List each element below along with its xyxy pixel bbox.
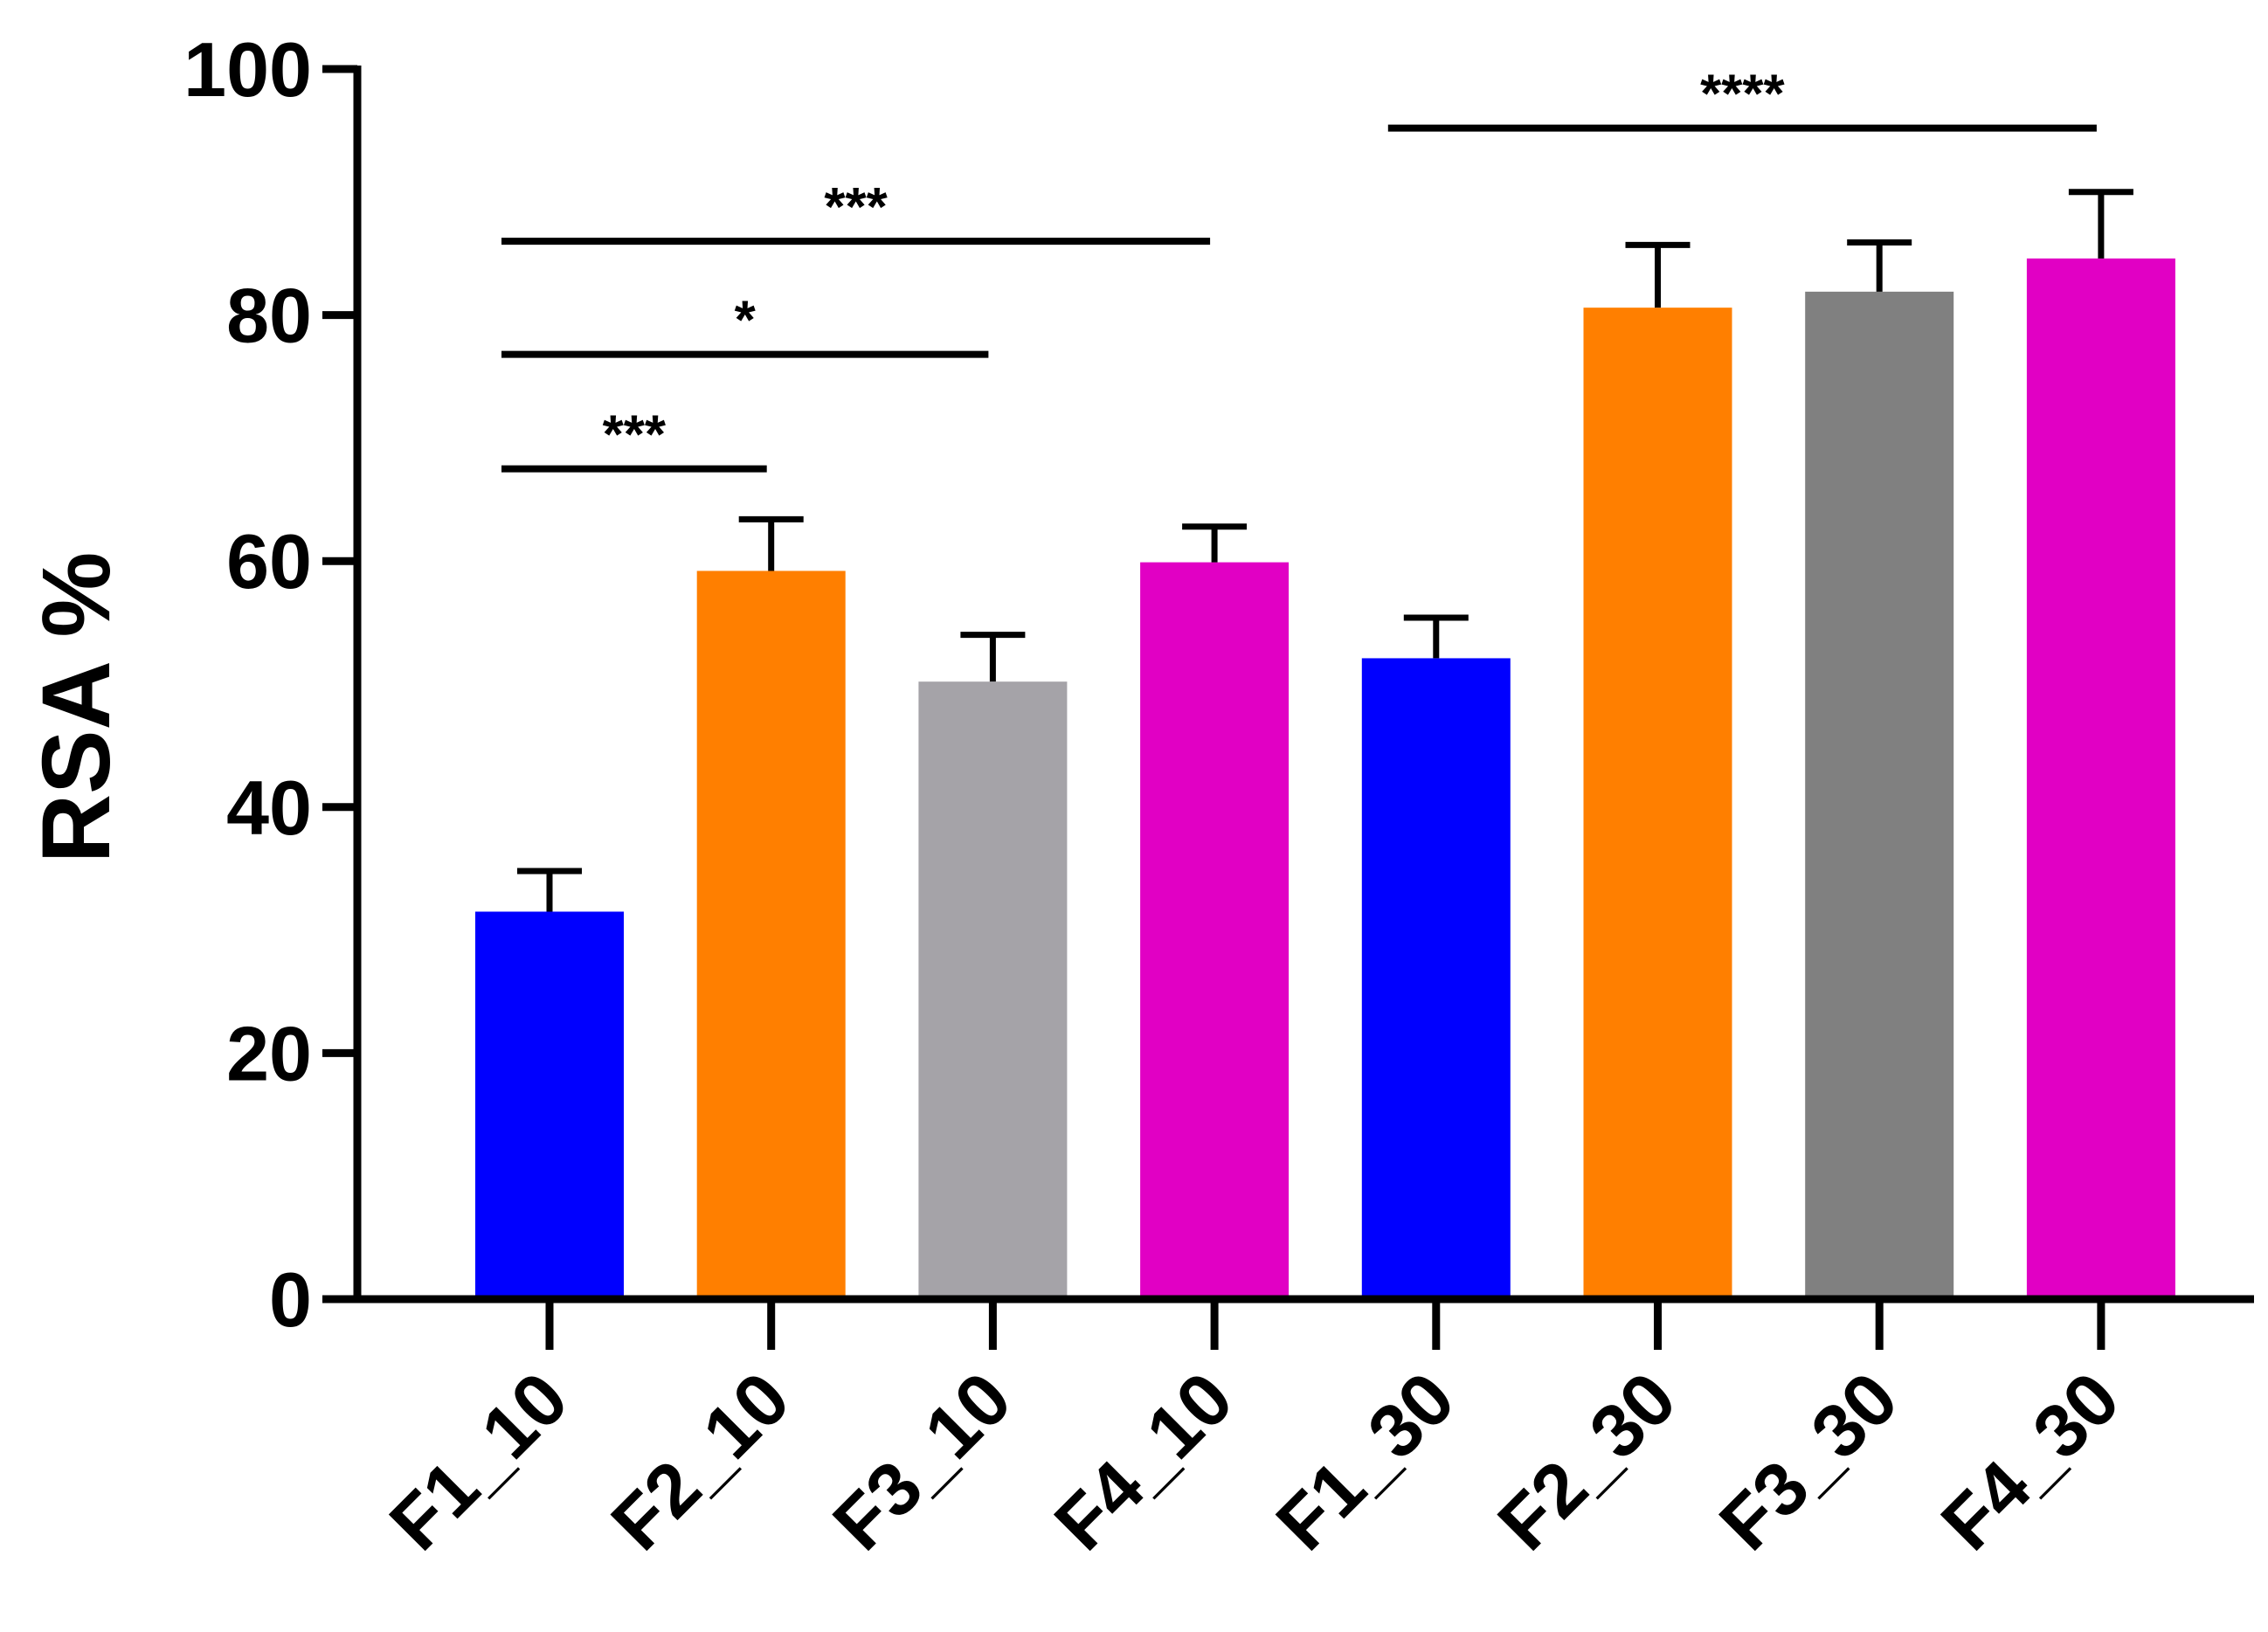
- x-tick-label-f4-30: F4_30: [1926, 1357, 2135, 1566]
- y-tick-label-80: 80: [226, 273, 312, 359]
- y-tick-label-100: 100: [183, 26, 312, 113]
- x-tick-label-f2-10: F2_10: [596, 1357, 806, 1566]
- bar-f1-10: [475, 911, 624, 1299]
- x-tick-label-f2-30: F2_30: [1483, 1357, 1692, 1566]
- x-tick-label-f1-30: F1_30: [1261, 1357, 1470, 1566]
- significance-label-1: ***: [603, 405, 667, 466]
- x-tick-label-f3-30: F3_30: [1704, 1357, 1913, 1566]
- bar-f1-30: [1361, 658, 1511, 1299]
- x-tick-label-f3-10: F3_10: [818, 1357, 1027, 1566]
- y-tick-label-0: 0: [269, 1256, 312, 1343]
- significance-label-3: ***: [824, 177, 888, 238]
- y-axis-label: RSA %: [23, 552, 130, 864]
- bar-f4-30: [2026, 258, 2175, 1299]
- bar-f4-10: [1140, 562, 1290, 1299]
- bar-f3-10: [918, 681, 1068, 1299]
- significance-label-2: *: [735, 291, 757, 351]
- bar-f2-30: [1583, 308, 1732, 1300]
- y-tick-label-60: 60: [226, 518, 312, 605]
- x-tick-label-f1-10: F1_10: [374, 1357, 584, 1566]
- y-tick-label-20: 20: [226, 1010, 312, 1096]
- y-tick-label-40: 40: [226, 764, 312, 851]
- x-tick-label-f4-10: F4_10: [1039, 1357, 1248, 1566]
- bar-f2-10: [696, 571, 846, 1299]
- significance-label-4: ****: [1700, 65, 1785, 125]
- bar-f3-30: [1805, 291, 1954, 1299]
